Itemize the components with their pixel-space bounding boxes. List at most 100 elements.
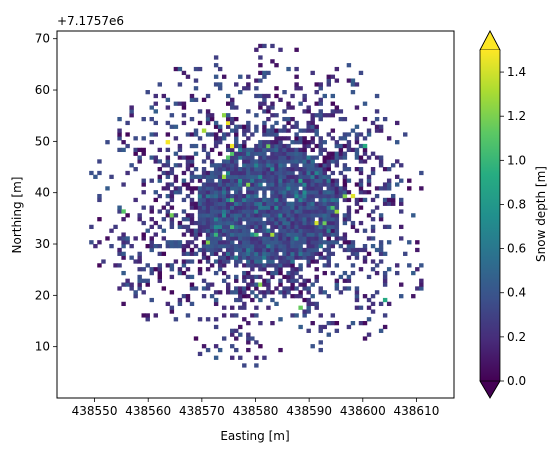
snow-depth-cell (346, 167, 352, 172)
snow-depth-cell (282, 236, 287, 241)
snow-depth-cell (310, 321, 315, 326)
snow-depth-cell (234, 347, 239, 353)
snow-depth-cell (298, 101, 303, 106)
snow-depth-cell (238, 290, 243, 295)
snow-depth-cell (374, 155, 380, 160)
snow-depth-cell (137, 278, 142, 283)
snow-depth-cell (242, 170, 247, 176)
snow-depth-cell (282, 251, 287, 256)
snow-depth-cell (382, 167, 388, 172)
snow-depth-cell (121, 232, 126, 237)
snow-depth-cell (266, 236, 271, 241)
snow-depth-cell (238, 143, 243, 149)
snow-depth-cell (254, 236, 259, 241)
snow-depth-cell (302, 213, 307, 218)
snow-depth-cell (298, 305, 303, 310)
snow-depth-cell (234, 247, 239, 253)
snow-depth-cell (326, 220, 331, 226)
snow-depth-cell (133, 136, 138, 141)
snow-depth-cell (282, 116, 287, 122)
snow-depth-cell (318, 213, 323, 218)
snow-depth-cell (149, 116, 154, 122)
snow-depth-cell (234, 205, 239, 210)
snow-depth-cell (326, 240, 331, 245)
snow-depth-cell (314, 167, 319, 172)
snow-depth-cell (217, 66, 223, 72)
snow-depth-cell (326, 74, 331, 79)
snow-depth-cell (197, 232, 203, 237)
snow-depth-cell (282, 263, 287, 268)
snow-depth-cell (362, 247, 368, 253)
snow-depth-cell (262, 201, 267, 206)
snow-depth-cell (258, 255, 263, 260)
snow-depth-cell (330, 251, 336, 256)
snow-depth-cell (278, 220, 283, 226)
snow-depth-cell (197, 224, 203, 230)
snow-depth-cell (286, 290, 291, 295)
snow-depth-cell (225, 282, 231, 287)
snow-depth-cell (314, 232, 319, 237)
snow-depth-cell (322, 174, 327, 179)
snow-depth-cell (234, 182, 239, 187)
snow-depth-cell (326, 247, 331, 253)
snow-depth-cell (234, 313, 239, 318)
snow-depth-cell (310, 259, 315, 264)
snow-depth-cell (346, 132, 352, 137)
snow-depth-cell (221, 313, 227, 318)
snow-depth-cell (270, 113, 275, 118)
snow-depth-cell (262, 232, 267, 237)
snow-depth-cell (109, 228, 114, 233)
snow-depth-cell (254, 113, 259, 118)
snow-depth-cell (374, 205, 380, 210)
snow-depth-cell (318, 82, 323, 87)
colorbar-tick-label: 1.0 (507, 153, 526, 167)
snow-depth-cell (362, 197, 368, 203)
snow-depth-cell (254, 190, 259, 195)
snow-depth-cell (350, 247, 356, 253)
snow-depth-cell (270, 190, 275, 195)
snow-depth-cell (221, 263, 227, 268)
snow-depth-cell (270, 182, 275, 187)
snow-depth-cell (213, 220, 219, 226)
snow-depth-cell (242, 278, 247, 283)
snow-depth-cell (258, 170, 263, 176)
snow-depth-cell (370, 301, 376, 307)
snow-depth-cell (197, 247, 203, 253)
snow-depth-cell (366, 236, 372, 241)
snow-depth-cell (185, 228, 191, 233)
snow-depth-cell (318, 236, 323, 241)
snow-depth-cell (121, 236, 126, 241)
snow-depth-cell (399, 209, 404, 214)
snow-depth-cell (274, 190, 279, 195)
snow-depth-cell (217, 178, 223, 183)
snow-depth-cell (298, 201, 303, 206)
snow-depth-cell (238, 217, 243, 222)
snow-depth-cell (294, 163, 299, 168)
snow-depth-cell (185, 294, 191, 299)
snow-depth-cell (318, 167, 323, 172)
snow-depth-cell (274, 240, 279, 245)
snow-depth-cell (238, 147, 243, 153)
snow-depth-cell (262, 170, 267, 176)
snow-depth-cell (185, 193, 191, 199)
snow-depth-cell (213, 132, 219, 137)
snow-depth-cell (266, 220, 271, 226)
snow-depth-cell (294, 228, 299, 233)
snow-depth-cell (238, 155, 243, 160)
snow-depth-cell (258, 101, 263, 106)
snow-depth-cell (302, 167, 307, 172)
snow-depth-cell (157, 274, 163, 280)
snow-depth-cell (366, 332, 372, 337)
snow-depth-cell (97, 263, 102, 268)
snow-depth-cell (286, 228, 291, 233)
snow-depth-cell (242, 270, 247, 276)
snow-depth-cell (362, 321, 368, 326)
snow-depth-cell (193, 336, 199, 341)
snow-depth-cell (386, 182, 392, 187)
snow-depth-cell (290, 240, 295, 245)
snow-depth-cell (310, 124, 315, 129)
snow-depth-cell (330, 217, 336, 222)
snow-depth-cell (354, 105, 360, 110)
snow-depth-cell (173, 66, 179, 72)
snow-depth-cell (318, 232, 323, 237)
